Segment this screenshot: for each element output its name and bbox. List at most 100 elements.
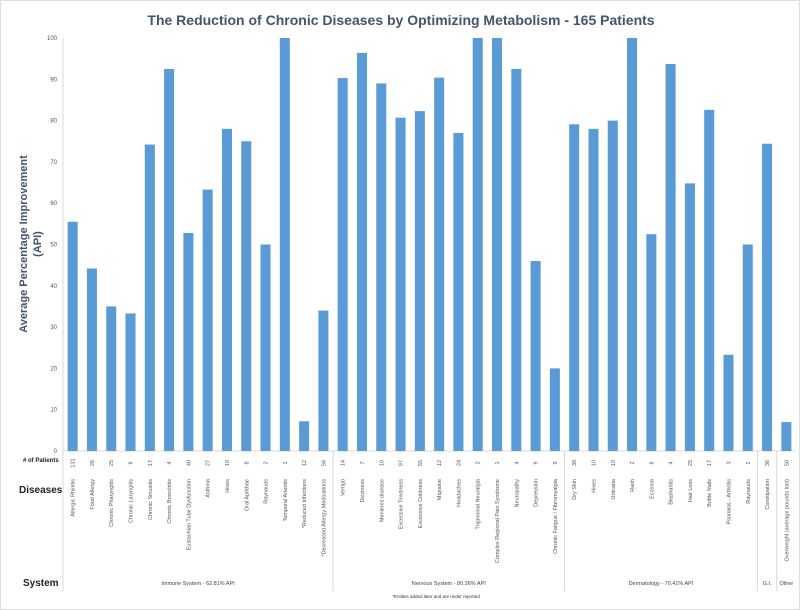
category-label: Menieres disease [379,479,385,522]
patient-count-label: 10 [379,460,385,466]
bar [183,232,194,451]
category-label: Eczema [649,478,655,499]
bar [530,261,541,451]
system-group-label: Other [779,581,793,587]
patient-count-label: 2 [746,461,752,464]
y-tick-label: 70 [50,160,57,166]
patient-count-label: 38 [572,460,578,466]
category-label: Urticaria [611,478,617,499]
bar [511,68,522,451]
category-label: Food Allergy [90,479,96,510]
category-label: Asthma [206,478,212,498]
bar [781,422,792,451]
category-label: Raynauds [264,479,270,504]
category-label: Trigeminal Neuralgia [476,478,482,529]
patient-count-label: 9 [534,461,540,464]
patient-count-label: 4 [514,461,520,464]
category-label: Hives [225,479,231,493]
patient-count-label: 26 [90,460,96,466]
y-tick-label: 100 [47,36,58,42]
patient-count-label: 10 [225,460,231,466]
patient-count-label: 24 [456,460,462,466]
bar [395,117,406,452]
y-tick-label: 10 [50,408,57,414]
bar [67,221,78,451]
category-label: Chronic Laryngitis [129,479,135,523]
bar [164,68,175,451]
bar [202,189,213,452]
bar [646,234,657,451]
y-tick-label: 20 [50,366,57,372]
bar [434,77,445,451]
chart-title: The Reduction of Chronic Diseases by Opt… [147,12,654,28]
bar [723,354,734,451]
patient-count-label: 9 [129,461,135,464]
bar [684,183,695,451]
category-label: Depression [534,479,540,507]
patient-count-label: 10 [611,460,617,466]
bar [414,111,425,451]
category-label: Eustachian Tube Dysfunction [186,479,192,550]
category-label: Chronic Sinusitis [148,479,154,520]
patient-count-label: 2 [264,461,270,464]
patient-count-label: 40 [186,460,192,466]
patients-row-label: # of Patients [23,458,59,464]
category-label: Headaches [456,479,462,507]
patient-count-label: 2 [630,461,636,464]
system-row-label: System [23,578,59,589]
bar [356,52,368,451]
category-label: Excessive Tiredness [399,479,405,529]
patient-count-label: 1 [495,461,501,464]
bar [318,310,329,451]
bar [588,128,599,452]
bar [241,141,252,451]
patient-count-label: 1 [283,461,289,464]
patient-count-label: 56 [321,460,327,466]
category-label: Rash [630,479,636,492]
y-tick-label: 90 [50,77,57,83]
y-tick-label: 40 [50,284,57,290]
category-label: Dry Skin [572,479,578,500]
bar [376,83,387,452]
patient-count-label: 17 [707,460,713,466]
bar [491,38,503,451]
bar [221,128,232,452]
y-axis-label-line2: (API) [32,231,44,257]
patient-count-label: 12 [437,460,443,466]
patient-count-label: 36 [765,460,771,466]
patient-count-label: 25 [688,460,694,466]
patient-count-label: 8 [649,461,655,464]
bar [106,306,117,451]
bar [762,143,773,451]
category-label: Migraine [437,479,443,500]
bar [260,244,271,451]
bar [665,64,676,452]
bar [607,120,618,451]
category-label: Excessive Coldness [418,479,424,528]
patient-count-label: 12 [302,460,308,466]
patient-count-label: 8 [244,461,250,464]
category-label: Oral Aphthae [244,479,250,511]
bar [569,124,580,451]
bar [549,368,560,451]
y-tick-label: 80 [50,119,57,125]
footnote: *Entities added later and are under repo… [392,594,480,599]
bar [144,144,155,451]
patient-count-label: 9 [553,461,559,464]
diseases-row-label: Diseases [19,485,63,496]
category-label: Chronic Pharyngitis [109,479,115,527]
category-label: Allergic Rhinitis [71,479,77,517]
patient-count-label: 25 [109,460,115,466]
bar [299,421,310,451]
y-tick-label: 60 [50,201,57,207]
category-label: Constipation [765,479,771,510]
system-group-label: Dermatology - 70.41% API [629,581,694,587]
system-group-label: Immune System - 62.81% API [161,581,235,587]
patient-count-label: 2 [476,461,482,464]
category-label: Vertigo [341,479,347,496]
patient-count-label: 131 [71,458,77,467]
patient-count-label: 7 [360,461,366,464]
patient-count-label: 4 [669,461,675,464]
bar [453,132,464,452]
